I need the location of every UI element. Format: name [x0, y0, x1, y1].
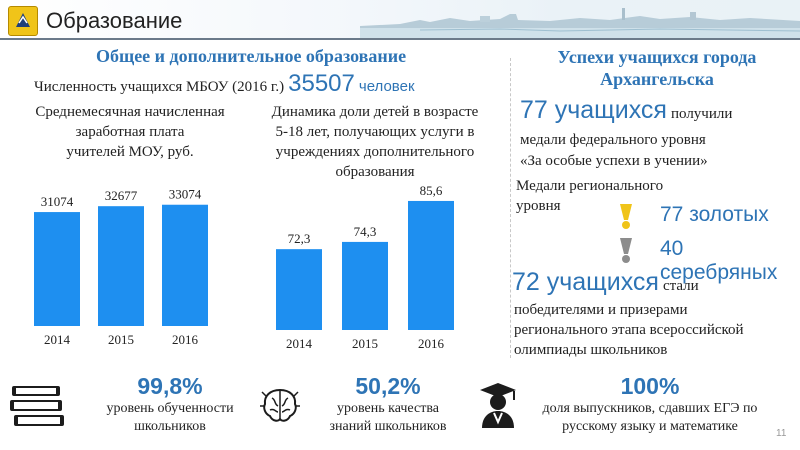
page-title: Образование: [46, 8, 183, 33]
salary-caption-line: Среднемесячная начисленная: [35, 104, 225, 120]
chart2-category-label: 2014: [286, 336, 313, 351]
footer-item2-caption-line: уровень качества: [337, 401, 439, 416]
federal-medals-text: получили: [670, 106, 733, 122]
students-count-value: 35507: [288, 70, 355, 97]
students-count-unit: человек: [358, 78, 415, 95]
olympiad-desc-line: олимпиады школьников: [514, 342, 668, 358]
olympiad-row: 72 учащихся стали: [512, 268, 699, 297]
olympiad-desc-line: регионального этапа всероссийской: [514, 322, 744, 338]
city-emblem-icon: [8, 6, 38, 36]
footer-item2-caption-line: знаний школьников: [329, 419, 447, 434]
footer-item1-caption: уровень обученности школьников: [90, 400, 250, 436]
olympiad-count: 72 учащихся: [512, 268, 659, 296]
chart1-value-label: 32677: [105, 188, 138, 203]
footer-item3-caption: доля выпускников, сдавших ЕГЭ по русском…: [530, 400, 770, 436]
footer-item1-caption-line: уровень обученности: [106, 401, 234, 416]
dynamics-caption-line: образования: [335, 164, 415, 180]
chart2-bar: [342, 241, 388, 330]
right-section-title: Успехи учащихся города Архангельска: [522, 46, 792, 90]
regional-medals-caption: Медали регионального уровня: [516, 176, 663, 216]
header-divider: [0, 38, 800, 40]
brain-icon: [258, 384, 302, 433]
chart2-bar: [276, 249, 322, 330]
chart2-value-label: 85,6: [420, 183, 443, 198]
right-section-title-line: Успехи учащихся города: [557, 47, 757, 67]
footer-item1-caption-line: школьников: [134, 419, 206, 434]
salary-bar-chart: 31074 2014 32677 2015 33074 2016: [34, 187, 208, 347]
chart2-bar: [408, 200, 454, 330]
salary-caption-line: учителей МОУ, руб.: [66, 144, 194, 160]
olympiad-text: стали: [662, 278, 699, 294]
section-divider: [510, 58, 511, 358]
dynamics-bar-chart: 72,3 2014 74,3 2015 85,6 2016: [276, 183, 454, 351]
footer-item3-caption-line: русскому языку и математике: [562, 419, 738, 434]
federal-medals-desc-line: «За особые успехи в учении»: [520, 153, 708, 169]
chart1-category-label: 2014: [44, 332, 71, 347]
dynamics-caption-line: 5-18 лет, получающих услуги в: [275, 124, 475, 140]
regional-medals-caption-line: уровня: [516, 198, 561, 214]
chart1-value-label: 33074: [169, 187, 202, 202]
chart1-category-label: 2015: [108, 332, 134, 347]
chart2-value-label: 74,3: [354, 224, 377, 239]
footer-item3-value: 100%: [620, 373, 680, 399]
chart1-bar: [162, 204, 208, 326]
olympiad-desc-line: победителями и призерами: [514, 302, 688, 318]
dynamics-caption-line: учреждениях дополнительного: [275, 144, 475, 160]
chart1-bar: [98, 206, 144, 326]
federal-medals-desc-line: медали федерального уровня: [520, 132, 706, 148]
silver-medal-icon: [618, 238, 634, 269]
footer-item2-value: 50,2%: [355, 373, 421, 399]
header-bar: Образование: [0, 0, 800, 40]
federal-medals-desc: медали федерального уровня «За особые ус…: [520, 130, 708, 172]
footer-item2-caption: уровень качества знаний школьников: [308, 400, 468, 436]
footer-item3-caption-line: доля выпускников, сдавших ЕГЭ по: [542, 401, 758, 416]
federal-medals-count: 77 учащихся: [520, 96, 667, 124]
olympiad-desc: победителями и призерами регионального э…: [514, 300, 744, 360]
left-section-title: Общее и дополнительное образование: [96, 46, 407, 66]
silver-medals: 40 серебряных: [660, 237, 778, 284]
federal-medals-row: 77 учащихся получили: [520, 96, 732, 125]
dynamics-caption-line: Динамика доли детей в возрасте: [271, 104, 479, 120]
chart1-value-label: 31074: [41, 194, 74, 209]
salary-caption-line: заработная плата: [75, 124, 185, 140]
regional-medals-caption-line: Медали регионального: [516, 178, 664, 194]
chart1-bar: [34, 212, 80, 326]
students-count-row: Численность учащихся МБОУ (2016 г.) 3550…: [34, 70, 415, 98]
chart2-category-label: 2015: [352, 336, 378, 351]
footer-item1-value: 99,8%: [137, 373, 203, 399]
gold-medals: 77 золотых: [660, 203, 769, 226]
page-number: 11: [776, 428, 787, 439]
city-skyline-image: [360, 8, 800, 40]
right-section-title-line: Архангельска: [600, 69, 714, 89]
chart1-category-label: 2016: [172, 332, 199, 347]
students-count-label: Численность учащихся МБОУ (2016 г.): [34, 79, 285, 95]
chart2-value-label: 72,3: [288, 231, 311, 246]
gold-medal-icon: [618, 204, 634, 235]
dynamics-caption: Динамика доли детей в возрасте 5-18 лет,…: [250, 102, 500, 182]
chart2-category-label: 2016: [418, 336, 445, 351]
salary-caption: Среднемесячная начисленная заработная пл…: [10, 102, 250, 162]
graduate-icon: [476, 380, 520, 435]
books-icon: [8, 382, 68, 435]
